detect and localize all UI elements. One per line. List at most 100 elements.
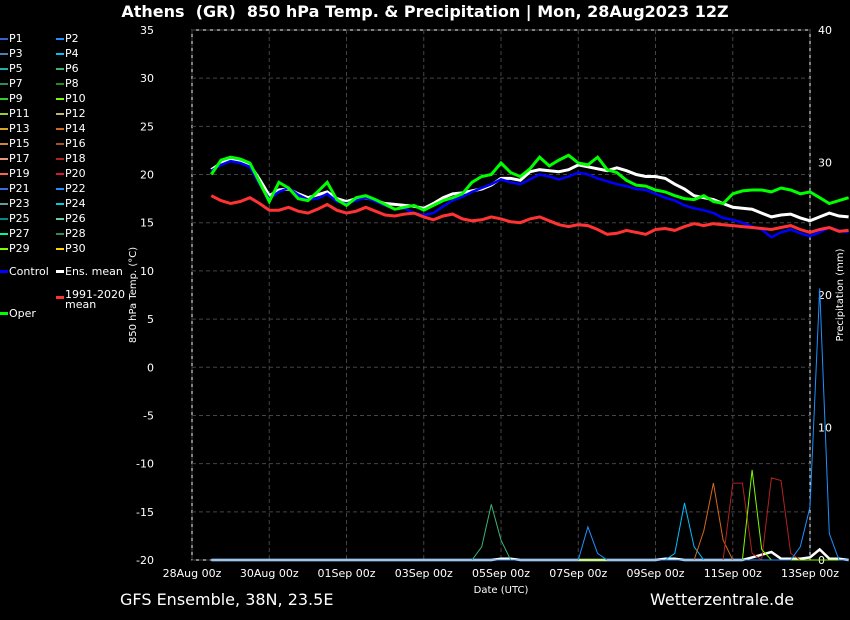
legend-label: P13 <box>9 122 30 135</box>
legend-label: P15 <box>9 137 30 150</box>
legend-swatch <box>0 233 8 235</box>
x-tick-label: 30Aug 00z <box>240 567 299 580</box>
x-tick-label: 03Sep 00z <box>395 567 453 580</box>
legend-item: P24 <box>56 197 86 211</box>
legend-item: P7 <box>0 77 23 91</box>
legend-label: P17 <box>9 152 30 165</box>
y-tick-label: -10 <box>136 458 154 471</box>
legend-label: P7 <box>9 77 23 90</box>
legend-swatch <box>0 98 8 100</box>
legend-label: P5 <box>9 62 23 75</box>
legend-label: P10 <box>65 92 86 105</box>
legend-item: P4 <box>56 47 79 61</box>
legend-swatch <box>0 270 8 273</box>
legend-swatch <box>0 203 8 205</box>
legend-item: 1991-2020 mean <box>56 289 125 310</box>
legend-swatch <box>0 143 8 145</box>
precip-line <box>211 477 849 561</box>
x-tick-label: 01Sep 00z <box>318 567 376 580</box>
legend-item: P18 <box>56 152 86 166</box>
legend-label: P2 <box>65 32 79 45</box>
y-tick-label: -5 <box>143 409 154 422</box>
legend-item: P9 <box>0 92 23 106</box>
legend-item: P25 <box>0 212 30 226</box>
y-tick-label: 0 <box>147 361 154 374</box>
legend-swatch <box>56 143 64 145</box>
y-axis-label: 850 hPa Temp. (°C) <box>128 247 139 343</box>
legend-swatch <box>56 53 64 55</box>
legend-swatch <box>56 83 64 85</box>
legend-label: P3 <box>9 47 23 60</box>
legend-label: P6 <box>65 62 79 75</box>
legend-swatch <box>0 158 8 160</box>
legend-item: P30 <box>56 242 86 256</box>
legend-swatch <box>56 248 64 250</box>
legend-swatch <box>56 295 64 299</box>
legend-label: P20 <box>65 167 86 180</box>
legend-item: P1 <box>0 32 23 46</box>
y-tick-label: 15 <box>140 217 154 230</box>
legend-item: Control <box>0 265 49 279</box>
y2-tick-label: 30 <box>818 157 832 170</box>
legend-item: P29 <box>0 242 30 256</box>
y2-axis-label: Precipitation (mm) <box>835 248 846 341</box>
legend-item: P28 <box>56 227 86 241</box>
legend-label: P30 <box>65 242 86 255</box>
legend-item: P26 <box>56 212 86 226</box>
legend-swatch <box>56 68 64 70</box>
legend-swatch <box>56 188 64 190</box>
legend-item: P20 <box>56 167 86 181</box>
x-tick-label: 13Sep 00z <box>781 567 839 580</box>
legend-label: P14 <box>65 122 86 135</box>
y2-tick-label: 20 <box>818 289 832 302</box>
y-tick-label: -20 <box>136 554 154 567</box>
x-tick-label: 05Sep 00z <box>472 567 530 580</box>
legend-swatch <box>0 312 8 315</box>
legend-swatch <box>56 113 64 115</box>
legend-item: P15 <box>0 137 30 151</box>
y-tick-label: 25 <box>140 120 154 133</box>
legend-swatch <box>0 188 8 190</box>
legend-label: P22 <box>65 182 86 195</box>
precip-line <box>211 504 849 561</box>
temp-series-line <box>210 159 849 239</box>
legend-item: P5 <box>0 62 23 76</box>
legend-item: P12 <box>56 107 86 121</box>
legend-item: P6 <box>56 62 79 76</box>
legend-swatch <box>0 38 8 40</box>
legend-label: P16 <box>65 137 86 150</box>
legend-swatch <box>56 270 64 273</box>
temp-series-line <box>210 153 850 212</box>
precip-line <box>211 469 849 561</box>
legend-swatch <box>0 68 8 70</box>
legend-item: P11 <box>0 107 30 121</box>
legend-item: P19 <box>0 167 30 181</box>
legend-label: P29 <box>9 242 30 255</box>
y2-tick-label: 40 <box>818 24 832 37</box>
legend-label: P24 <box>65 197 86 210</box>
x-tick-label: 07Sep 00z <box>549 567 607 580</box>
legend-label: 1991-2020 mean <box>65 288 125 311</box>
legend-item: P22 <box>56 182 86 196</box>
legend-item: P23 <box>0 197 30 211</box>
legend-item: P3 <box>0 47 23 61</box>
y-tick-label: 10 <box>140 265 154 278</box>
y-tick-label: 20 <box>140 169 154 182</box>
legend-swatch <box>56 203 64 205</box>
y-tick-label: 5 <box>147 313 154 326</box>
precip-line <box>211 547 849 562</box>
y-tick-label: 35 <box>140 24 154 37</box>
legend-swatch <box>0 83 8 85</box>
legend-label: P19 <box>9 167 30 180</box>
legend-label: P21 <box>9 182 30 195</box>
legend-label: P12 <box>65 107 86 120</box>
legend-label: P18 <box>65 152 86 165</box>
legend-label: P25 <box>9 212 30 225</box>
legend-swatch <box>0 128 8 130</box>
legend-label: P4 <box>65 47 79 60</box>
legend-swatch <box>56 218 64 220</box>
legend-label: P11 <box>9 107 30 120</box>
legend-label: P26 <box>65 212 86 225</box>
legend-label: Control <box>9 264 49 278</box>
